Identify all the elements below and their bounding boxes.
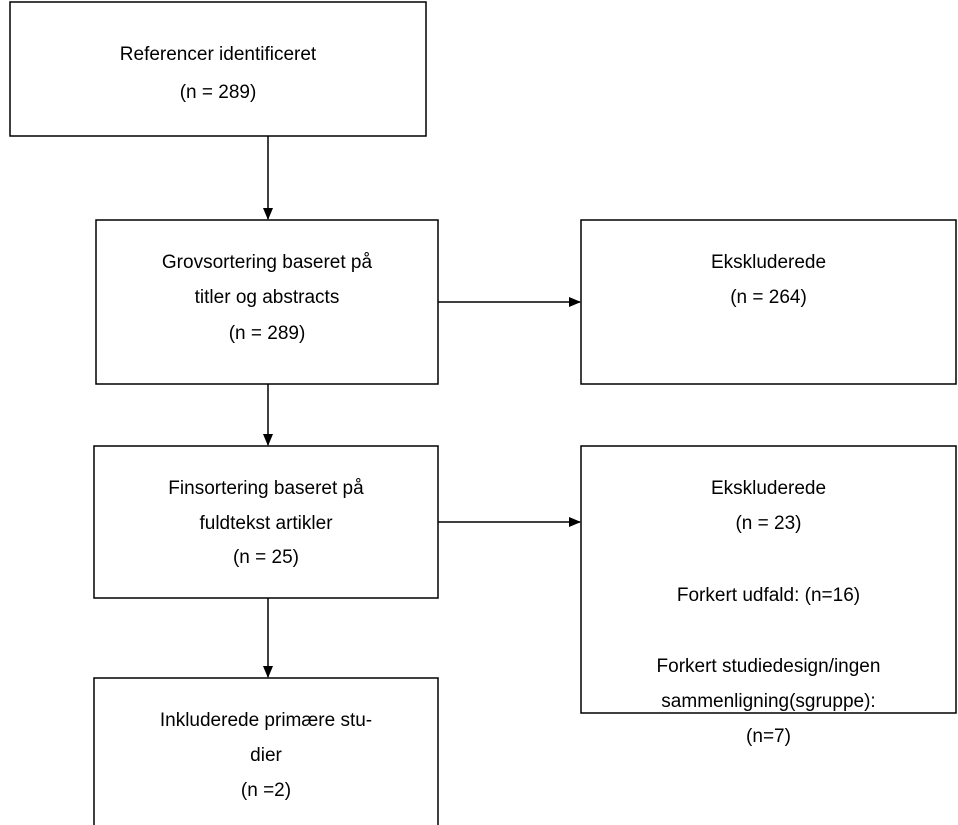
box-text: titler og abstracts <box>195 287 340 308</box>
box-text: Forkert udfald: (n=16) <box>677 585 860 606</box>
box-text: (n = 23) <box>735 513 801 534</box>
box-text: dier <box>250 745 282 766</box>
box <box>9 1 427 137</box>
box-text: Forkert studiedesign/ingen <box>657 656 881 677</box>
box-text: (n=7) <box>746 726 791 747</box>
box-text: Referencer identificeret <box>120 44 317 65</box>
box-text: Finsortering baseret på <box>168 478 364 499</box>
box-text: (n = 289) <box>180 82 257 103</box>
box-text: Inkluderede primære stu- <box>160 710 372 731</box>
box-text: sammenligning(sgruppe): <box>661 691 875 712</box>
box <box>95 219 439 385</box>
box-text: (n = 25) <box>233 547 299 568</box>
box <box>93 677 439 825</box>
box-text: (n =2) <box>241 780 291 801</box>
box-text: Grovsortering baseret på <box>162 252 373 273</box>
box <box>580 219 957 385</box>
box-text: Ekskluderede <box>711 478 826 499</box>
box-text: (n = 264) <box>730 287 807 308</box>
box-text: (n = 289) <box>229 323 306 344</box>
box <box>93 445 439 599</box>
box-text: Ekskluderede <box>711 252 826 273</box>
box-text: fuldtekst artikler <box>199 513 333 534</box>
box <box>580 445 957 714</box>
